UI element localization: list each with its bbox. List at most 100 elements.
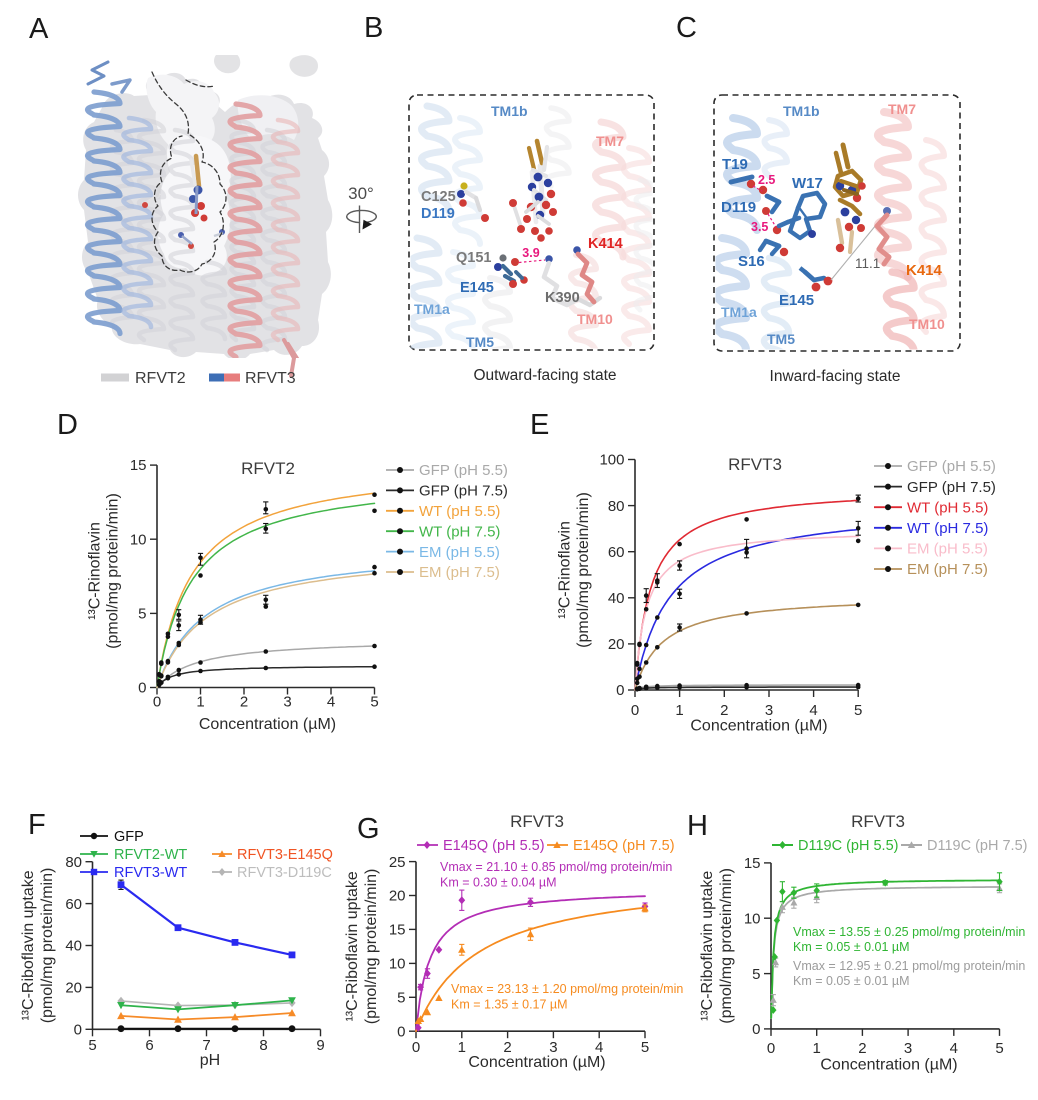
svg-text:H: H — [687, 810, 708, 842]
svg-text:4: 4 — [327, 694, 335, 711]
svg-text:0: 0 — [616, 682, 624, 699]
svg-text:Outward-facing state: Outward-facing state — [473, 367, 616, 384]
svg-text:(pmol/mg protein/min): (pmol/mg protein/min) — [363, 869, 380, 1025]
svg-text:TM1b: TM1b — [491, 103, 528, 119]
svg-text:D119C (pH 5.5): D119C (pH 5.5) — [798, 838, 898, 854]
svg-text:60: 60 — [608, 544, 625, 561]
svg-text:TM7: TM7 — [596, 133, 624, 149]
svg-text:15: 15 — [389, 922, 406, 939]
svg-text:E: E — [530, 409, 549, 441]
svg-text:2: 2 — [240, 694, 248, 711]
svg-text:W17: W17 — [792, 175, 823, 192]
svg-text:30°: 30° — [348, 184, 374, 203]
svg-text:0: 0 — [631, 702, 639, 719]
svg-text:(pmol/mg protein/min): (pmol/mg protein/min) — [39, 868, 56, 1024]
svg-text:6: 6 — [145, 1037, 153, 1054]
svg-text:100: 100 — [599, 452, 624, 469]
svg-text:T19: T19 — [722, 156, 748, 173]
svg-text:WT (pH 5.5): WT (pH 5.5) — [907, 499, 988, 516]
svg-text:60: 60 — [65, 896, 82, 913]
svg-text:Km = 0.30 ± 0.04 µM: Km = 0.30 ± 0.04 µM — [440, 876, 557, 890]
svg-text:1: 1 — [813, 1040, 821, 1057]
svg-text:RFVT3: RFVT3 — [510, 812, 564, 831]
svg-text:¹³C-Riboflavin uptake: ¹³C-Riboflavin uptake — [699, 871, 716, 1021]
svg-text:E145: E145 — [779, 292, 814, 309]
svg-text:RFVT3-D119C: RFVT3-D119C — [237, 865, 332, 881]
svg-text:3.5: 3.5 — [751, 220, 768, 234]
svg-text:4: 4 — [809, 702, 817, 719]
svg-text:8: 8 — [259, 1037, 267, 1054]
svg-text:RFVT3: RFVT3 — [245, 370, 296, 387]
svg-text:Concentration (µM): Concentration (µM) — [468, 1054, 605, 1071]
svg-text:(pmol/mg protein/min): (pmol/mg protein/min) — [575, 492, 592, 648]
svg-text:Inward-facing state: Inward-facing state — [770, 368, 901, 385]
svg-text:B: B — [364, 12, 383, 44]
svg-text:C125: C125 — [421, 189, 456, 205]
svg-text:80: 80 — [65, 854, 82, 871]
svg-text:3: 3 — [549, 1039, 557, 1056]
svg-text:5: 5 — [88, 1037, 96, 1054]
svg-text:0: 0 — [767, 1040, 775, 1057]
svg-text:K414: K414 — [588, 236, 623, 252]
svg-text:RFVT2: RFVT2 — [135, 370, 186, 387]
svg-text:E145Q (pH 7.5): E145Q (pH 7.5) — [573, 838, 675, 854]
svg-text:10: 10 — [389, 956, 406, 973]
svg-text:4: 4 — [595, 1039, 603, 1056]
svg-text:7: 7 — [202, 1037, 210, 1054]
svg-text:4: 4 — [950, 1040, 958, 1057]
svg-text:80: 80 — [608, 498, 625, 515]
svg-text:0: 0 — [412, 1039, 420, 1056]
svg-text:0: 0 — [138, 680, 146, 697]
svg-text:TM5: TM5 — [466, 334, 494, 350]
svg-text:EM (pH 5.5): EM (pH 5.5) — [907, 541, 988, 558]
svg-text:2: 2 — [858, 1040, 866, 1057]
svg-text:D119: D119 — [721, 199, 756, 216]
svg-text:EM (pH 7.5): EM (pH 7.5) — [419, 564, 500, 581]
svg-text:Concentration (µM): Concentration (µM) — [820, 1057, 957, 1074]
svg-text:3: 3 — [765, 702, 773, 719]
svg-text:TM10: TM10 — [577, 311, 613, 327]
svg-text:RFVT2-WT: RFVT2-WT — [114, 847, 187, 863]
svg-text:2.5: 2.5 — [758, 173, 775, 187]
svg-text:GFP (pH 5.5): GFP (pH 5.5) — [907, 458, 996, 475]
svg-text:40: 40 — [608, 590, 625, 607]
svg-text:E145Q (pH 5.5): E145Q (pH 5.5) — [443, 838, 545, 854]
svg-text:S16: S16 — [738, 253, 765, 270]
svg-text:3.9: 3.9 — [522, 246, 539, 260]
svg-text:5: 5 — [138, 606, 146, 623]
svg-text:D119C (pH 7.5): D119C (pH 7.5) — [927, 838, 1027, 854]
svg-text:40: 40 — [65, 938, 82, 955]
svg-text:Vmax = 13.55 ± 0.25 pmol/mg pr: Vmax = 13.55 ± 0.25 pmol/mg protein/min — [793, 925, 1025, 939]
svg-text:TM5: TM5 — [767, 331, 795, 347]
svg-text:K390: K390 — [545, 290, 580, 306]
svg-text:5: 5 — [752, 966, 760, 983]
svg-text:Vmax = 21.10 ± 0.85 pmol/mg pr: Vmax = 21.10 ± 0.85 pmol/mg protein/min — [440, 860, 672, 874]
svg-text:GFP: GFP — [114, 829, 144, 845]
svg-text:Concentration (µM): Concentration (µM) — [690, 718, 827, 735]
svg-text:G: G — [357, 813, 380, 845]
svg-text:TM1b: TM1b — [783, 103, 820, 119]
svg-text:20: 20 — [608, 636, 625, 653]
svg-text:RFVT3: RFVT3 — [728, 455, 782, 474]
svg-text:2: 2 — [720, 702, 728, 719]
svg-text:RFVT3-WT: RFVT3-WT — [114, 865, 187, 881]
svg-text:10: 10 — [130, 531, 147, 548]
svg-text:GFP (pH 7.5): GFP (pH 7.5) — [419, 483, 508, 500]
svg-text:GFP (pH 5.5): GFP (pH 5.5) — [419, 462, 508, 479]
svg-text:Vmax = 23.13 ± 1.20 pmol/mg pr: Vmax = 23.13 ± 1.20 pmol/mg protein/min — [451, 982, 683, 996]
svg-text:5: 5 — [995, 1040, 1003, 1057]
svg-text:WT (pH 7.5): WT (pH 7.5) — [907, 520, 988, 537]
svg-text:1: 1 — [458, 1039, 466, 1056]
svg-text:20: 20 — [389, 888, 406, 905]
svg-text:5: 5 — [641, 1039, 649, 1056]
svg-text:WT (pH 7.5): WT (pH 7.5) — [419, 523, 500, 540]
svg-text:Km = 0.05 ± 0.01 µM: Km = 0.05 ± 0.01 µM — [793, 974, 910, 988]
svg-text:(pmol/mg protein/min): (pmol/mg protein/min) — [105, 493, 122, 649]
svg-text:25: 25 — [389, 854, 406, 871]
svg-text:EM (pH 7.5): EM (pH 7.5) — [907, 561, 988, 578]
svg-text:20: 20 — [65, 980, 82, 997]
svg-text:9: 9 — [316, 1037, 324, 1054]
svg-text:¹³C-Rinoflavin: ¹³C-Rinoflavin — [87, 522, 104, 620]
svg-text:WT (pH 5.5): WT (pH 5.5) — [419, 503, 500, 520]
svg-text:K414: K414 — [906, 262, 943, 279]
